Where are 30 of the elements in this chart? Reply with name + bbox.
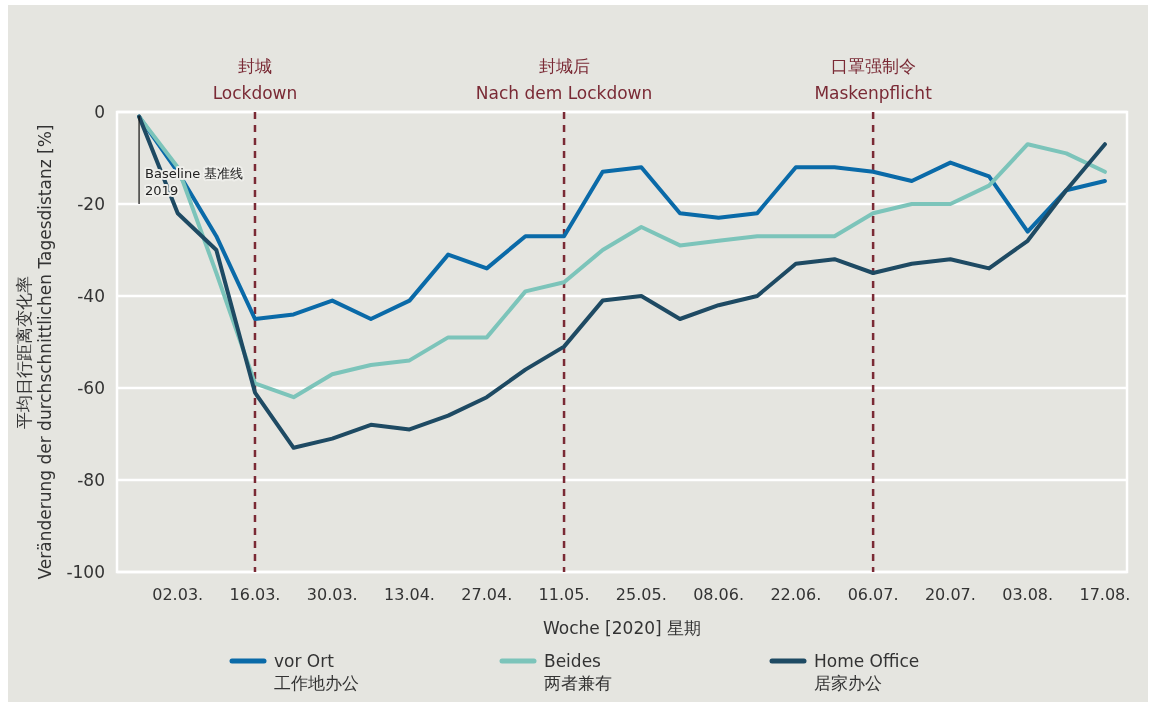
ref-line-label: 封城 Lockdown	[212, 56, 298, 103]
x-tick-label: 27.04.	[461, 585, 513, 604]
x-tick-label: 22.06.	[770, 585, 822, 604]
x-tick-label: 11.05.	[538, 585, 590, 604]
legend-item: Beides 两者兼有	[499, 651, 612, 693]
y-tick-label: -40	[77, 286, 105, 306]
y-tick-label: -80	[77, 470, 105, 490]
legend-label: Home Office 居家办公	[814, 651, 920, 693]
x-tick-label: 06.07.	[847, 585, 899, 604]
x-tick-label: 17.08.	[1079, 585, 1131, 604]
legend-item: Home Office 居家办公	[769, 651, 920, 693]
y-axis-title: 平均日行距离变化率 Veränderung der durchschnittlichen Tagesdistanz [%]	[14, 124, 55, 580]
y-tick-label: -60	[77, 378, 105, 398]
y-tick-label: 0	[94, 102, 105, 122]
y-tick-label: -100	[66, 562, 105, 582]
ref-line-label: 口罩强制令 Maskenpflicht	[814, 56, 933, 103]
x-tick-label: 20.07.	[924, 585, 976, 604]
x-tick-label: 02.03.	[152, 585, 204, 604]
x-tick-label: 03.08.	[1002, 585, 1054, 604]
ref-line-label: 封城后 Nach dem Lockdown	[475, 56, 653, 103]
legend-label: Beides 两者兼有	[544, 651, 612, 693]
x-tick-label: 30.03.	[306, 585, 358, 604]
x-axis-title: Woche [2020] 星期	[542, 618, 702, 638]
y-tick-label: -20	[77, 194, 105, 214]
x-tick-label: 13.04.	[384, 585, 435, 604]
x-tick-label: 16.03.	[229, 585, 281, 604]
x-tick-label: 08.06.	[693, 585, 745, 604]
legend-item: vor Ort 工作地办公	[229, 651, 359, 693]
legend-label: vor Ort 工作地办公	[274, 651, 359, 693]
x-tick-label: 25.05.	[615, 585, 667, 604]
